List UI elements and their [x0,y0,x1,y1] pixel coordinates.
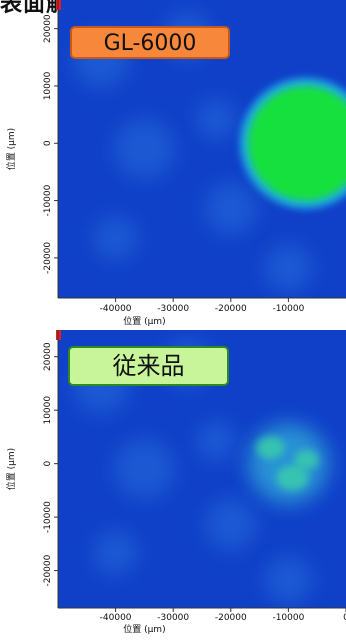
heatmap-texture [114,439,175,499]
x-tick-label: -30000 [157,304,189,314]
x-tick-label: -20000 [215,304,247,314]
y-tick-label: -20000 [43,554,53,586]
y-axis-title: 位置 (µm) [5,128,17,170]
x-axis-title: 位置 (µm) [123,623,165,635]
y-tick-label: 10000 [43,396,53,425]
x-tick-label: -10000 [272,304,304,314]
y-tick-label: 0 [43,461,53,467]
y-tick-label: 20000 [43,342,53,371]
y-tick-label: -10000 [43,184,53,216]
hotspot-spot [294,450,319,470]
heatmap-texture [264,556,313,605]
x-axis-title: 位置 (µm) [123,315,165,327]
heatmap-texture [93,530,138,575]
hotspot-core [248,85,346,201]
x-tick-label: -10000 [272,613,304,623]
product-badge-gl6000: GL-6000 [70,26,230,59]
x-tick-label: -30000 [157,613,189,623]
y-tick-label: 10000 [43,71,53,100]
heatmap-texture [93,216,138,261]
hotspot-spot [276,464,309,491]
y-axis-title: 位置 (µm) [5,448,17,490]
y-tick-label: -20000 [43,242,53,274]
x-tick-label: -40000 [100,304,132,314]
heatmap-texture [196,421,237,462]
x-tick-label: -40000 [100,613,132,623]
heatmap-texture [114,119,175,179]
heatmap-texture [204,182,257,235]
heatmap-texture [264,244,313,293]
heatmap-texture [204,498,257,551]
x-tick-label: 0 [343,613,346,623]
heatmap-panel-conventional: -40000 -30000 -20000 -10000 0 20000 10000 0 -100… [0,330,346,640]
heatmap-panel-gl6000: -40000 -30000 -20000 -10000 20000 10000 0 -1000… [5,0,346,327]
heatmap-texture [196,99,237,140]
y-tick-label: 20000 [43,14,53,43]
y-tick-label: 0 [43,140,53,146]
y-tick-label: -10000 [43,501,53,533]
x-tick-label: -20000 [215,613,247,623]
hotspot-spot [256,436,285,459]
product-badge-conventional: 従来品 [68,346,229,386]
